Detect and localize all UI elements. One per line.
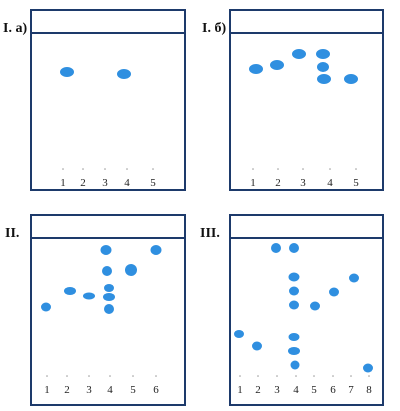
start-dot [104, 168, 106, 170]
start-dot [332, 375, 334, 377]
spot [83, 292, 95, 300]
start-dot [66, 375, 68, 377]
lane-number: 7 [348, 384, 354, 396]
start-dot [132, 375, 134, 377]
spot [289, 286, 299, 296]
panel: I. а) 1 2 3 4 5 [3, 9, 186, 191]
lane-number: 3 [300, 177, 306, 189]
spot [150, 245, 162, 255]
start-dot [329, 168, 331, 170]
start-dot [62, 168, 64, 170]
panel: II. 1 2 3 4 5 6 [5, 214, 186, 406]
start-dot [257, 375, 259, 377]
spot [292, 49, 306, 59]
panel-label: III. [200, 226, 220, 241]
start-dot [82, 168, 84, 170]
spot [310, 301, 320, 311]
lane-number: 8 [366, 384, 372, 396]
spot [288, 333, 300, 341]
spot [316, 49, 330, 59]
plate [229, 214, 384, 406]
spot [104, 304, 114, 314]
panel: I. б) 1 2 3 4 5 [202, 9, 384, 191]
lane-number: 5 [150, 177, 156, 189]
lane-number: 2 [64, 384, 70, 396]
start-dot [252, 168, 254, 170]
spot [329, 287, 339, 297]
start-dot [88, 375, 90, 377]
spot [249, 64, 263, 74]
plate [229, 9, 384, 191]
spot [102, 266, 112, 276]
spot [117, 69, 131, 79]
panel-label: I. а) [3, 21, 27, 36]
panel-label: II. [5, 226, 19, 241]
lane-number: 3 [102, 177, 108, 189]
start-dot [239, 375, 241, 377]
spot [270, 60, 284, 70]
lane-number: 1 [237, 384, 243, 396]
start-dot [46, 375, 48, 377]
lane-number: 1 [250, 177, 256, 189]
start-dot [276, 375, 278, 377]
spot [349, 273, 359, 283]
spot [317, 62, 329, 72]
spot [363, 363, 373, 373]
start-dot [295, 375, 297, 377]
spot [41, 302, 51, 312]
start-dot [302, 168, 304, 170]
lane-number: 4 [107, 384, 113, 396]
start-dot [350, 375, 352, 377]
lane-number: 6 [330, 384, 336, 396]
lane-number: 5 [353, 177, 359, 189]
spot [289, 300, 299, 310]
spot [234, 330, 244, 338]
spot [252, 341, 262, 351]
lane-number: 5 [130, 384, 136, 396]
spot [100, 245, 112, 255]
spot [289, 243, 299, 253]
lane-number: 4 [124, 177, 130, 189]
lane-number: 2 [255, 384, 261, 396]
spot [288, 272, 300, 282]
spot [64, 287, 76, 295]
lane-number: 4 [327, 177, 333, 189]
spot [288, 347, 300, 355]
spot [125, 264, 137, 276]
lane-number: 3 [274, 384, 280, 396]
spot [60, 67, 74, 77]
lane-number: 5 [311, 384, 317, 396]
spot [344, 74, 358, 84]
spot [103, 293, 115, 301]
lane-number: 4 [293, 384, 299, 396]
spot [104, 284, 114, 292]
lane-number: 2 [275, 177, 281, 189]
lane-number: 1 [60, 177, 66, 189]
start-dot [126, 168, 128, 170]
start-dot [152, 168, 154, 170]
spot [317, 74, 331, 84]
start-dot [155, 375, 157, 377]
lane-number: 3 [86, 384, 92, 396]
spot [271, 243, 281, 253]
spot [290, 360, 300, 370]
lane-number: 6 [153, 384, 159, 396]
lane-number: 2 [80, 177, 86, 189]
panel-label: I. б) [202, 21, 226, 36]
start-dot [355, 168, 357, 170]
start-dot [277, 168, 279, 170]
start-dot [368, 375, 370, 377]
plate [30, 9, 186, 191]
lane-number: 1 [44, 384, 50, 396]
start-dot [313, 375, 315, 377]
start-dot [109, 375, 111, 377]
